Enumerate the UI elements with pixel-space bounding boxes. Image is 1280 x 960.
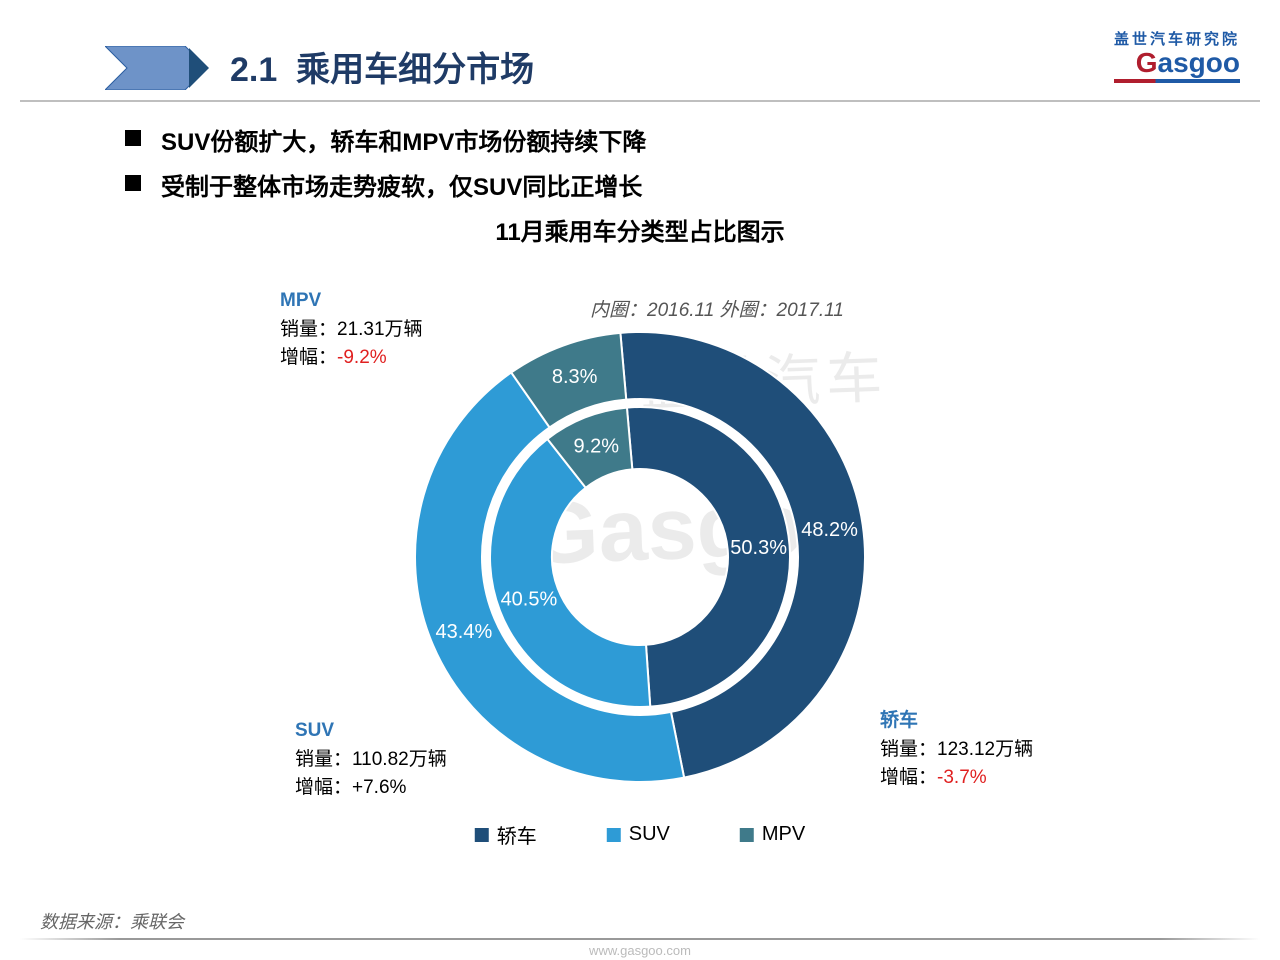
svg-text:9.2%: 9.2% xyxy=(573,435,619,457)
legend-item-suv: SUV xyxy=(607,823,670,846)
callout-line: 销量：110.82万辆 xyxy=(295,746,447,775)
bullet-list: SUV份额扩大，轿车和MPV市场份额持续下降 受制于整体市场走势疲软，仅SUV同… xyxy=(85,122,1220,202)
callout-suv: SUV 销量：110.82万辆 增幅：+7.6% xyxy=(295,717,447,803)
legend-swatch xyxy=(740,828,754,842)
svg-text:43.4%: 43.4% xyxy=(436,621,493,643)
logo-en-text: Gasgoo xyxy=(1114,49,1240,77)
svg-text:50.3%: 50.3% xyxy=(730,537,787,559)
callout-line: 增幅：-3.7% xyxy=(880,764,1033,793)
svg-text:40.5%: 40.5% xyxy=(501,589,558,611)
logo-underline xyxy=(1114,79,1240,83)
footer-rule xyxy=(20,938,1260,940)
legend-label: MPV xyxy=(762,823,805,846)
data-source: 数据来源：乘联会 xyxy=(40,908,184,934)
chevron-icon xyxy=(105,46,215,90)
legend-label: SUV xyxy=(629,823,670,846)
legend-swatch xyxy=(607,828,621,842)
chart-title: 11月乘用车分类型占比图示 xyxy=(0,212,1280,247)
brand-logo: 盖世汽车研究院 Gasgoo xyxy=(1114,28,1240,83)
legend-item-mpv: MPV xyxy=(740,823,805,846)
callout-line: 销量：123.12万辆 xyxy=(880,736,1033,765)
svg-text:48.2%: 48.2% xyxy=(801,519,858,541)
slide-title: 2.1 乘用车细分市场 xyxy=(230,42,534,91)
slide-header: 2.1 乘用车细分市场 盖世汽车研究院 Gasgoo xyxy=(20,0,1260,102)
section-name: 乘用车细分市场 xyxy=(296,51,534,89)
callout-name: MPV xyxy=(280,287,423,316)
bullet-item: 受制于整体市场走势疲软，仅SUV同比正增长 xyxy=(125,167,1220,202)
legend-label: 轿车 xyxy=(497,820,537,849)
svg-text:8.3%: 8.3% xyxy=(552,366,598,388)
callout-line: 销量：21.31万辆 xyxy=(280,316,423,345)
bullet-item: SUV份额扩大，轿车和MPV市场份额持续下降 xyxy=(125,122,1220,157)
section-number: 2.1 xyxy=(230,51,277,89)
chart-area: 内圈：2016.11 外圈：2017.11 盖世汽车 Gasgoo 48.2%4… xyxy=(0,247,1280,867)
callout-mpv: MPV 销量：21.31万辆 增幅：-9.2% xyxy=(280,287,423,373)
callout-sedan: 轿车 销量：123.12万辆 增幅：-3.7% xyxy=(880,707,1033,793)
footer-url: www.gasgoo.com xyxy=(589,943,691,958)
logo-cn-text: 盖世汽车研究院 xyxy=(1114,28,1240,49)
callout-line: 增幅：+7.6% xyxy=(295,774,447,803)
callout-name: SUV xyxy=(295,717,447,746)
legend-item-sedan: 轿车 xyxy=(475,820,537,849)
callout-line: 增幅：-9.2% xyxy=(280,344,423,373)
legend-swatch xyxy=(475,828,489,842)
callout-name: 轿车 xyxy=(880,707,1033,736)
chart-legend: 轿车 SUV MPV xyxy=(475,820,805,849)
